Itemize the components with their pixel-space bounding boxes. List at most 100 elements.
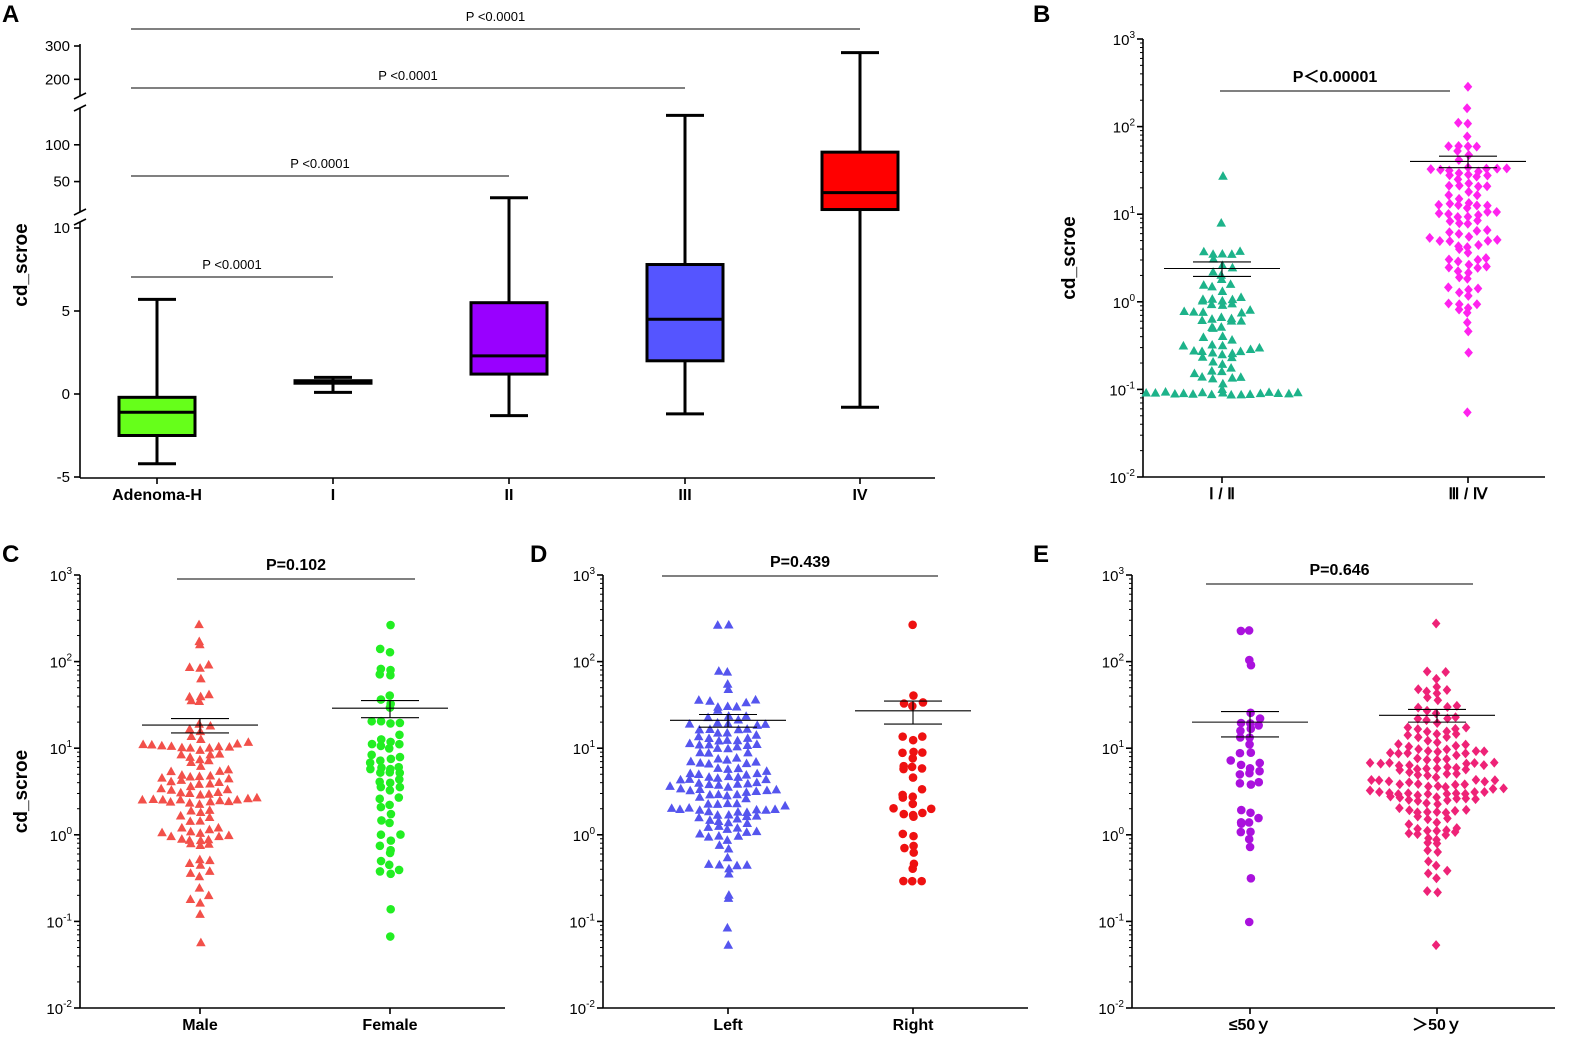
data-point: [1413, 795, 1423, 806]
data-point: [742, 724, 752, 733]
data-point: [722, 852, 733, 862]
data-point: [1284, 388, 1294, 398]
data-point: [1432, 763, 1442, 774]
data-point: [386, 719, 395, 728]
data-point: [704, 772, 714, 781]
data-point: [1226, 756, 1236, 765]
data-point: [196, 734, 206, 743]
data-point: [1403, 748, 1412, 759]
data-point: [1246, 708, 1255, 718]
y-tick-label: 10-2: [569, 999, 595, 1018]
data-point: [713, 763, 723, 772]
data-point: [376, 856, 386, 866]
data-point: [703, 859, 714, 868]
data-point: [1423, 735, 1433, 746]
data-point: [1217, 295, 1228, 305]
data-point: [194, 719, 204, 728]
data-point: [1207, 339, 1217, 349]
panel-label-d: D: [530, 541, 547, 568]
data-point: [1454, 304, 1464, 315]
data-point: [1244, 626, 1254, 635]
data-point: [1188, 307, 1199, 316]
data-point: [185, 752, 195, 761]
data-point: [675, 804, 685, 813]
data-point: [898, 829, 908, 839]
data-point: [1432, 825, 1442, 836]
y-axis-label: cd_scroe: [1059, 216, 1080, 299]
data-point: [1432, 873, 1441, 884]
data-point: [185, 894, 196, 903]
data-point: [1403, 722, 1413, 733]
box-4: [820, 150, 900, 212]
data-point: [1236, 626, 1246, 636]
data-point: [214, 777, 224, 786]
data-point: [1432, 718, 1442, 729]
data-point: [1480, 787, 1489, 798]
data-point: [1461, 748, 1470, 759]
data-point: [158, 794, 168, 804]
data-point: [205, 796, 216, 806]
data-point: [376, 802, 386, 812]
data-point: [1206, 389, 1217, 399]
data-point: [395, 739, 404, 749]
data-point: [1207, 366, 1217, 375]
data-point: [186, 805, 196, 815]
comparison-label: P＜0.00001: [1293, 69, 1378, 86]
panel-b: Bcd_scroe 10-2 10-1 100 101 102 103 Ⅰ / Ⅱ Ⅲ / Ⅳ P…: [1033, 1, 1545, 503]
data-point: [1236, 307, 1247, 317]
y-tick-label: 50: [53, 174, 70, 191]
data-point: [1454, 299, 1464, 310]
comparison-label: P <0.0001: [290, 156, 349, 171]
data-point: [732, 823, 743, 832]
data-point: [1473, 283, 1483, 294]
data-point: [204, 866, 215, 875]
data-point: [732, 741, 742, 751]
data-point: [1394, 760, 1404, 771]
data-point: [1405, 760, 1414, 771]
data-point: [1482, 261, 1491, 272]
data-point: [176, 749, 187, 759]
data-point: [386, 754, 396, 764]
data-point: [385, 785, 395, 795]
data-point: [1236, 726, 1245, 736]
data-point: [1454, 168, 1464, 179]
y-tick-label: 102: [573, 653, 596, 672]
data-point: [1422, 715, 1431, 726]
data-point: [1255, 766, 1264, 776]
data-point: [1236, 760, 1246, 770]
data-point: [375, 644, 385, 654]
data-point: [385, 800, 394, 810]
data-point: [704, 733, 714, 742]
data-point: [184, 662, 195, 671]
data-point: [695, 784, 705, 793]
data-point: [1433, 695, 1443, 706]
data-point: [1444, 209, 1453, 220]
data-point: [375, 794, 385, 804]
data-point: [194, 636, 205, 646]
data-point: [1254, 721, 1263, 730]
data-point: [733, 763, 744, 773]
data-point: [1463, 407, 1472, 418]
comparison-label: P <0.0001: [202, 257, 261, 272]
panel-d: D 10-2 10-1 100 101 102 103 Left Right P=0.439: [530, 541, 1028, 1034]
data-point: [694, 812, 704, 822]
data-point: [386, 845, 395, 855]
data-point: [1395, 779, 1405, 790]
data-point: [1454, 241, 1463, 252]
data-point: [751, 826, 762, 836]
data-point: [1216, 312, 1227, 322]
data-point: [1236, 827, 1246, 837]
y-tick-label: 100: [1113, 293, 1136, 312]
data-point: [1199, 246, 1209, 256]
data-point: [166, 741, 177, 750]
y-tick-label: 10-1: [46, 912, 72, 931]
data-point: [714, 859, 725, 869]
data-point: [195, 840, 206, 849]
data-point: [195, 816, 205, 825]
data-point: [703, 712, 713, 722]
data-point: [1432, 834, 1441, 845]
y-tick-label: 100: [573, 826, 596, 845]
x-tick-label: Ⅰ / Ⅱ: [1209, 486, 1235, 503]
data-point: [1444, 298, 1453, 309]
data-point: [908, 701, 917, 711]
